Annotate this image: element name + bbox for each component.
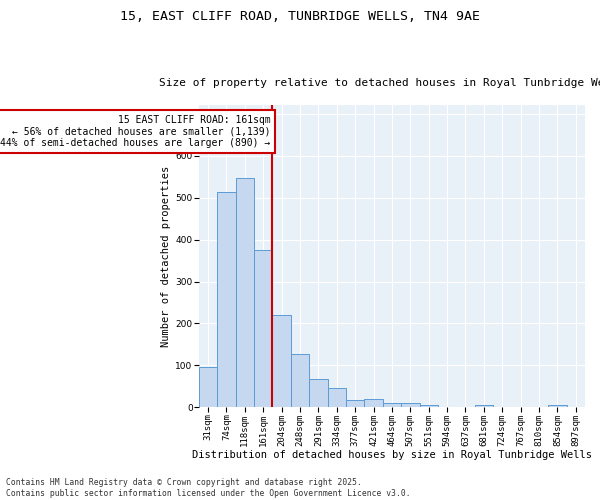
Text: 15 EAST CLIFF ROAD: 161sqm
← 56% of detached houses are smaller (1,139)
44% of s: 15 EAST CLIFF ROAD: 161sqm ← 56% of deta… <box>1 114 271 148</box>
Bar <box>272 314 291 408</box>
X-axis label: Distribution of detached houses by size in Royal Tunbridge Wells: Distribution of detached houses by size … <box>192 450 592 460</box>
Bar <box>401 402 419 407</box>
Bar <box>383 403 401 407</box>
Bar <box>217 192 236 408</box>
Y-axis label: Number of detached properties: Number of detached properties <box>161 166 171 347</box>
Bar <box>309 379 328 408</box>
Bar <box>364 398 383 407</box>
Bar <box>236 178 254 408</box>
Bar <box>475 405 493 407</box>
Title: Size of property relative to detached houses in Royal Tunbridge Wells: Size of property relative to detached ho… <box>159 78 600 88</box>
Text: 15, EAST CLIFF ROAD, TUNBRIDGE WELLS, TN4 9AE: 15, EAST CLIFF ROAD, TUNBRIDGE WELLS, TN… <box>120 10 480 23</box>
Bar <box>419 405 438 407</box>
Bar <box>328 388 346 407</box>
Bar <box>254 250 272 408</box>
Bar <box>199 366 217 408</box>
Text: Contains HM Land Registry data © Crown copyright and database right 2025.
Contai: Contains HM Land Registry data © Crown c… <box>6 478 410 498</box>
Bar <box>346 400 364 407</box>
Bar <box>291 354 309 408</box>
Bar <box>548 405 566 407</box>
